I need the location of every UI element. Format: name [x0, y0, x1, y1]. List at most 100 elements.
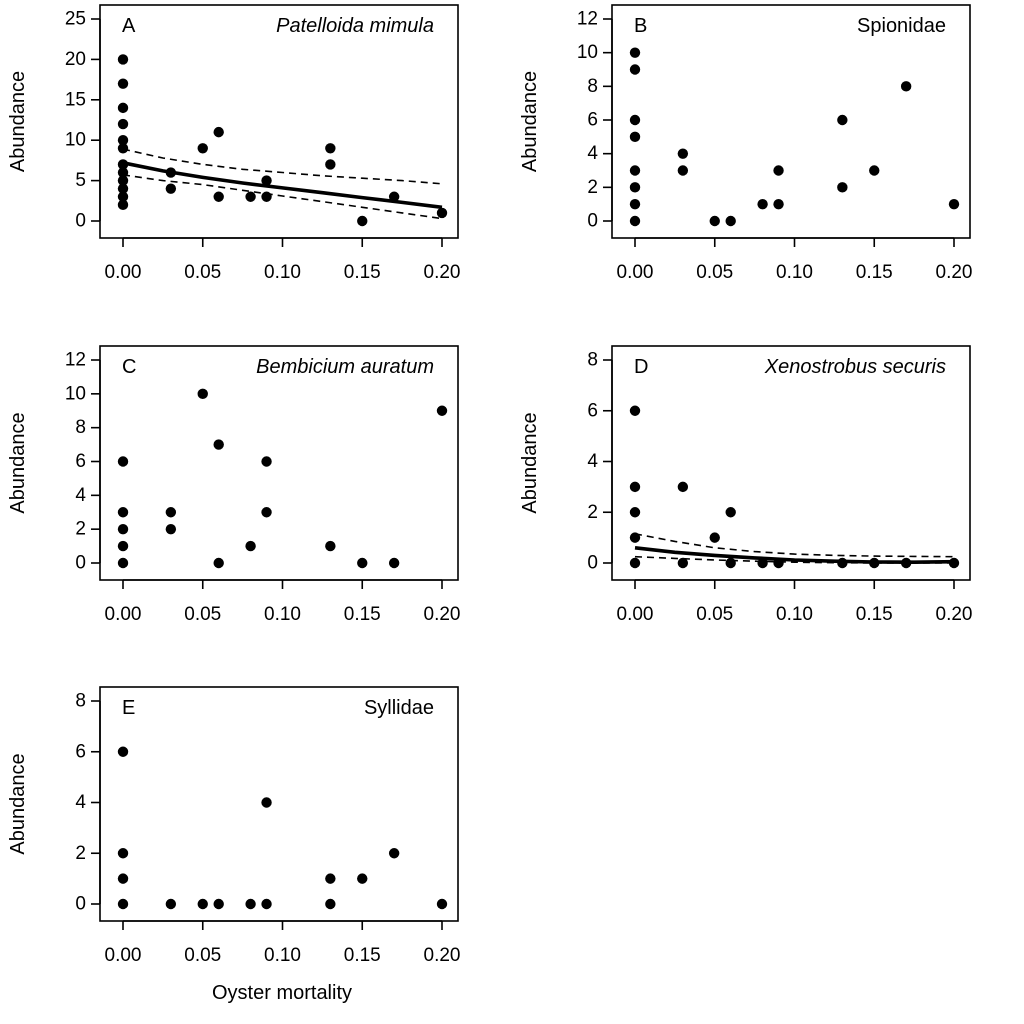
- data-point: [117, 507, 129, 518]
- y-tick-label: 15: [65, 89, 86, 110]
- data-point: [677, 148, 689, 159]
- data-point: [261, 191, 272, 202]
- data-point: [773, 198, 784, 210]
- y-tick-label: 8: [587, 76, 598, 97]
- data-point: [117, 78, 129, 89]
- data-point: [117, 102, 129, 114]
- x-tick-label: 0.15: [344, 262, 381, 283]
- ci-upper-line: [122, 148, 443, 185]
- panel-d: 0 2 4 6 8 0.00 0.05 0.10 0.15 0.20 Abundance D Xenos…: [519, 345, 973, 625]
- panel-a: 0 5 10 15 20 25 0.00 0.05 0.10 0.15 0.20 Abundance A…: [7, 4, 461, 283]
- y-axis-label: Abundance: [7, 753, 29, 854]
- data-point: [197, 143, 208, 154]
- data-point: [629, 215, 641, 227]
- y-tick-label: 25: [65, 9, 86, 30]
- plot-frame: [611, 4, 971, 239]
- x-tick-label: 0.20: [936, 604, 973, 625]
- data-point: [117, 456, 129, 467]
- plot-frame: [99, 345, 459, 581]
- data-point: [357, 557, 368, 569]
- data-point: [325, 540, 336, 552]
- y-tick-label: 0: [587, 211, 598, 232]
- data-point: [117, 159, 129, 170]
- data-point: [325, 143, 336, 154]
- y-tick-label: 2: [75, 519, 86, 540]
- panel-letter: C: [122, 356, 136, 378]
- data-point: [245, 540, 256, 552]
- y-axis-label: Abundance: [519, 412, 541, 513]
- y-tick-label: 4: [587, 451, 598, 472]
- data-point: [117, 191, 129, 202]
- data-point: [948, 557, 960, 569]
- data-point: [325, 873, 336, 884]
- data-point: [677, 165, 689, 176]
- panel-e: 0 2 4 6 8 0.00 0.05 0.10 0.15 0.20 Abundance E Sylli…: [7, 686, 461, 966]
- data-point: [629, 165, 641, 176]
- panel-c: 0 2 4 6 8 10 12 0.00 0.05 0.10 0.15 0.20 Abundance C B…: [7, 345, 461, 625]
- panel-letter: B: [634, 15, 647, 37]
- x-tick-label: 0.20: [424, 604, 461, 625]
- panel-letter: A: [122, 15, 136, 37]
- data-point: [117, 557, 129, 569]
- data-point: [261, 797, 272, 808]
- y-tick-label: 2: [75, 843, 86, 864]
- panel-title: Bembicium auratum: [256, 356, 434, 378]
- x-tick-label: 0.20: [424, 945, 461, 966]
- x-tick-label: 0.00: [617, 262, 654, 283]
- x-tick-label: 0.15: [344, 945, 381, 966]
- y-tick-label: 2: [587, 502, 598, 523]
- data-point: [117, 523, 129, 535]
- data-point: [725, 215, 736, 227]
- x-tick-label: 0.10: [776, 262, 813, 283]
- data-point: [117, 167, 129, 178]
- data-point: [213, 126, 224, 138]
- data-point: [629, 198, 641, 210]
- y-tick-label: 2: [587, 177, 598, 198]
- data-point: [773, 165, 784, 176]
- data-point: [117, 540, 129, 552]
- data-point: [629, 182, 641, 193]
- y-tick-label: 20: [65, 49, 86, 70]
- data-point: [213, 557, 224, 569]
- panel-title: Xenostrobus securis: [764, 356, 946, 378]
- x-axis-label: Oyster mortality: [212, 982, 352, 1004]
- data-point: [261, 898, 272, 910]
- x-tick-label: 0.10: [776, 604, 813, 625]
- x-tick-label: 0.20: [424, 262, 461, 283]
- ci-upper-line: [634, 533, 955, 558]
- data-point: [261, 456, 272, 467]
- data-point: [117, 848, 129, 859]
- ci-lower-line: [122, 174, 443, 220]
- data-point: [213, 439, 224, 450]
- data-point: [436, 207, 448, 219]
- data-point: [117, 118, 129, 130]
- data-point: [357, 873, 368, 884]
- y-tick-label: 0: [75, 894, 86, 915]
- data-point: [117, 746, 129, 757]
- data-point: [948, 198, 960, 210]
- data-point: [117, 175, 129, 186]
- x-tick-label: 0.00: [105, 945, 142, 966]
- data-point: [117, 183, 129, 194]
- y-tick-label: 4: [587, 143, 598, 164]
- y-tick-label: 6: [75, 741, 86, 762]
- y-tick-label: 0: [75, 211, 86, 232]
- y-tick-label: 5: [75, 170, 86, 191]
- data-point: [213, 191, 224, 202]
- plot-frame: [611, 345, 971, 581]
- panel-title: Spionidae: [857, 15, 946, 37]
- y-tick-label: 10: [65, 130, 86, 151]
- data-point: [117, 135, 129, 146]
- data-point: [869, 165, 880, 176]
- x-tick-label: 0.00: [105, 262, 142, 283]
- data-point: [757, 198, 768, 210]
- data-point: [165, 898, 177, 910]
- data-point: [629, 481, 641, 493]
- panel-letter: E: [122, 697, 135, 719]
- data-point: [629, 405, 641, 416]
- x-tick-label: 0.05: [696, 604, 733, 625]
- y-tick-label: 10: [65, 383, 86, 404]
- data-point: [165, 183, 177, 194]
- data-point: [325, 898, 336, 910]
